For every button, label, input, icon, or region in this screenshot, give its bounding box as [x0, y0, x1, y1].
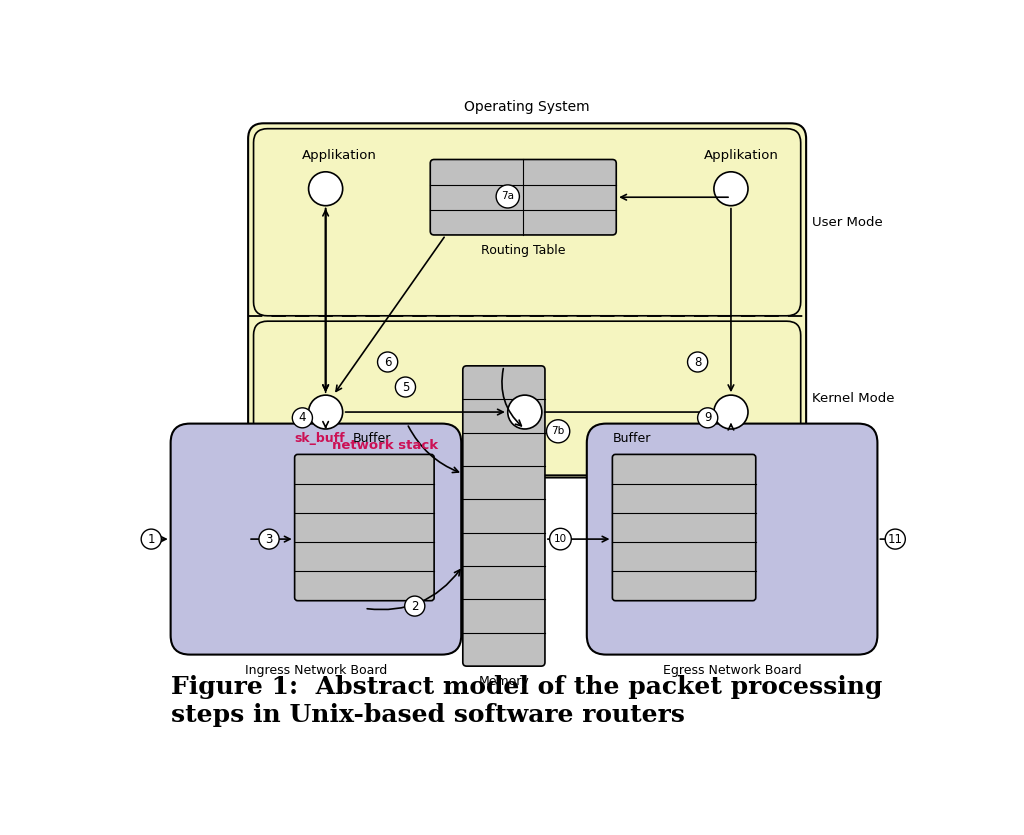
Text: Operating System: Operating System [464, 100, 590, 114]
Text: 6: 6 [384, 356, 391, 368]
Circle shape [714, 172, 748, 205]
Circle shape [496, 185, 519, 208]
Circle shape [141, 529, 162, 549]
Text: Kernel Mode: Kernel Mode [812, 392, 895, 405]
Text: 10: 10 [554, 534, 567, 544]
Text: Figure 1:  Abstract model of the packet processing
steps in Unix-based software : Figure 1: Abstract model of the packet p… [171, 676, 882, 727]
Text: 1: 1 [147, 533, 155, 545]
Circle shape [714, 395, 748, 429]
Circle shape [687, 352, 708, 372]
FancyBboxPatch shape [587, 423, 878, 655]
Circle shape [292, 407, 312, 428]
FancyBboxPatch shape [463, 366, 545, 666]
Text: User Mode: User Mode [812, 215, 883, 229]
Text: Memory: Memory [478, 676, 529, 688]
Text: Routing Table: Routing Table [481, 244, 565, 257]
Text: 7b: 7b [552, 427, 565, 437]
Text: Buffer: Buffer [612, 433, 650, 445]
Circle shape [395, 377, 416, 397]
Text: 9: 9 [703, 412, 712, 424]
Circle shape [697, 407, 718, 428]
Text: 8: 8 [694, 356, 701, 368]
Text: Ingress Network Board: Ingress Network Board [245, 664, 387, 677]
Circle shape [259, 529, 280, 549]
Text: 2: 2 [411, 600, 419, 613]
Text: 5: 5 [401, 381, 410, 393]
Text: sk_buff: sk_buff [295, 433, 345, 445]
Circle shape [378, 352, 397, 372]
Text: 11: 11 [888, 533, 903, 545]
Text: network stack: network stack [332, 439, 438, 452]
Text: 7a: 7a [502, 191, 514, 201]
FancyBboxPatch shape [295, 454, 434, 600]
Circle shape [885, 529, 905, 549]
Text: Applikation: Applikation [703, 149, 778, 162]
FancyBboxPatch shape [430, 159, 616, 235]
Text: Buffer: Buffer [352, 433, 391, 445]
Circle shape [308, 395, 343, 429]
Text: Egress Network Board: Egress Network Board [663, 664, 802, 677]
FancyBboxPatch shape [171, 423, 461, 655]
Circle shape [550, 529, 571, 550]
FancyBboxPatch shape [254, 321, 801, 475]
FancyBboxPatch shape [254, 129, 801, 316]
Text: 4: 4 [299, 412, 306, 424]
Circle shape [547, 420, 569, 443]
Circle shape [508, 395, 542, 429]
Text: Applikation: Applikation [302, 149, 377, 162]
Circle shape [404, 596, 425, 616]
FancyBboxPatch shape [612, 454, 756, 600]
FancyBboxPatch shape [248, 124, 806, 478]
Circle shape [308, 172, 343, 205]
Text: 3: 3 [265, 533, 272, 545]
